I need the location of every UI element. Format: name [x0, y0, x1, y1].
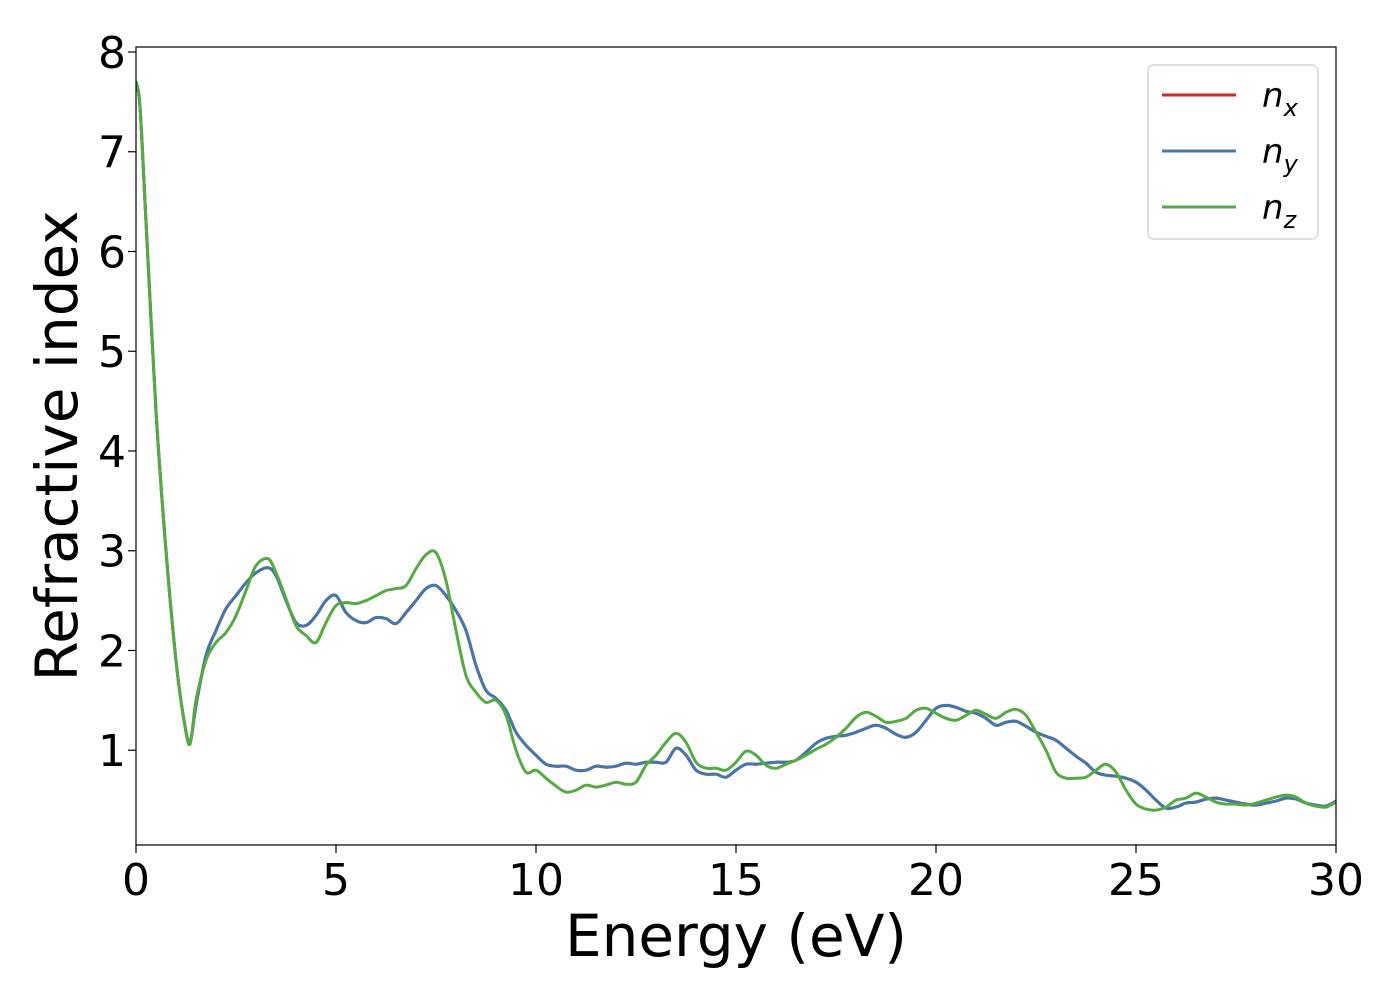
y-tick-label: 7 [98, 128, 126, 179]
y-tick-label: 1 [98, 726, 126, 777]
legend-label-subscript: x [1283, 94, 1299, 122]
legend-label-main: n [1262, 132, 1284, 172]
plot-background [136, 47, 1336, 845]
series-layer [136, 80, 1336, 812]
legend-label-nx: nx [1262, 76, 1299, 122]
y-axis-label: Refractive index [23, 210, 91, 681]
x-axis-ticks: 0 5 10 15 20 25 30 [122, 845, 1364, 906]
x-tick-label: 30 [1308, 855, 1364, 906]
x-tick-label: 5 [322, 855, 350, 906]
x-tick-label: 20 [908, 855, 964, 906]
x-tick-label: 15 [708, 855, 764, 906]
legend-label-main: n [1262, 188, 1284, 228]
x-axis-label: Energy (eV) [565, 902, 907, 970]
y-axis-ticks: 1 2 3 4 5 6 7 8 [98, 28, 136, 777]
legend-label-main: n [1262, 76, 1284, 116]
series-line-nz [136, 80, 1336, 812]
x-tick-label: 0 [122, 855, 150, 906]
x-tick-label: 10 [508, 855, 564, 906]
y-tick-label: 5 [98, 327, 126, 378]
legend-label-ny: ny [1262, 132, 1299, 178]
y-tick-label: 8 [98, 28, 126, 79]
legend-label-subscript: y [1283, 150, 1299, 178]
y-tick-label: 3 [98, 527, 126, 578]
legend-label-subscript: z [1283, 206, 1298, 234]
y-tick-label: 4 [98, 427, 126, 478]
series-line-ny [136, 80, 1336, 811]
y-tick-label: 2 [98, 626, 126, 677]
y-tick-label: 6 [98, 227, 126, 278]
legend-label-nz: nz [1262, 188, 1298, 234]
x-tick-label: 25 [1108, 855, 1164, 906]
